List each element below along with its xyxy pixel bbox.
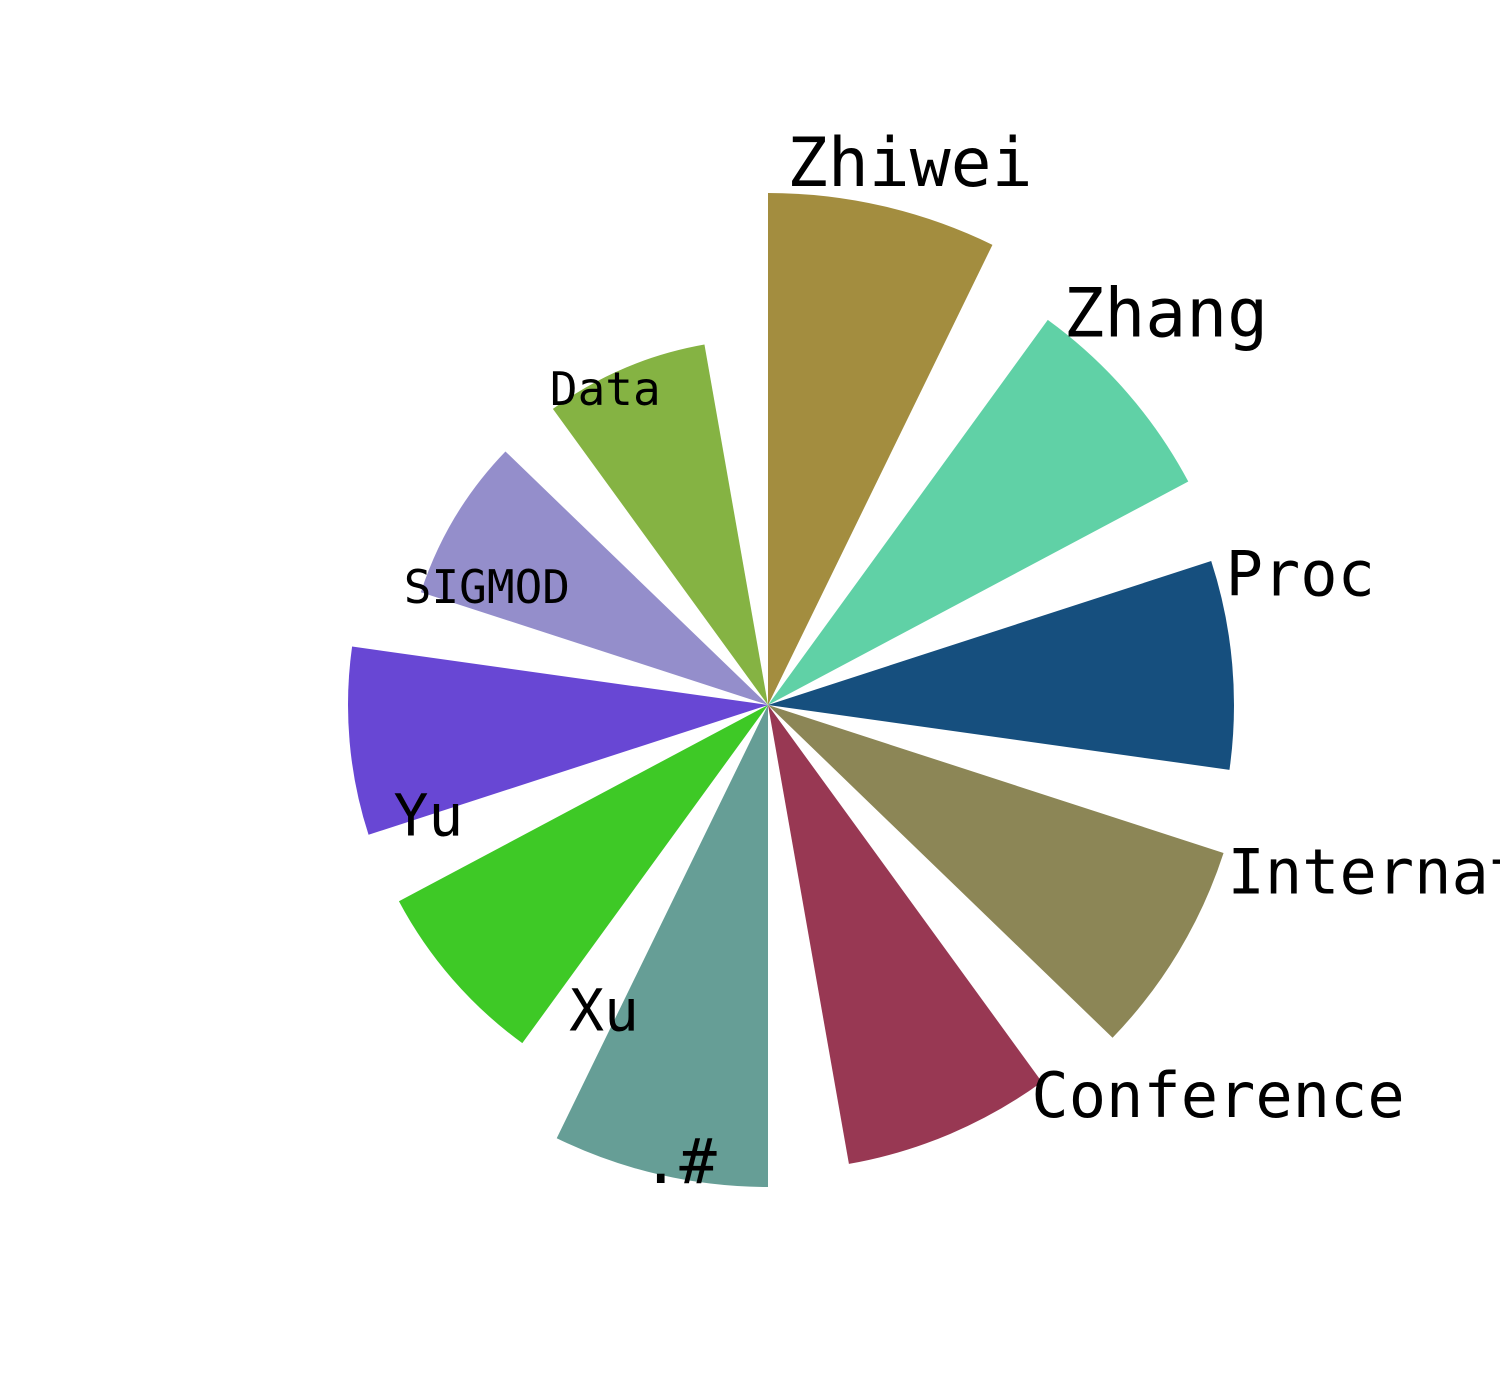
bar-xu [398,705,768,1044]
label-dot-hash: .# [642,1125,717,1198]
bar-data [552,344,768,705]
label-zhang: Zhang [1063,275,1268,354]
bar-sigmod [420,451,768,705]
labels-group: Zhiwei Zhang Proc Internatio Conference .# Xu Y… [394,124,1500,1198]
bar-internatio [768,705,1224,1038]
label-yu: Yu [394,781,464,849]
label-sigmod: SIGMOD [404,560,570,614]
bar-zhiwei [768,193,993,705]
bar-zhang [768,319,1189,705]
label-conference: Conference [1031,1059,1404,1132]
label-zhiwei: Zhiwei [787,124,1033,203]
bars-group [348,193,1234,1187]
bar-dot-hash [556,705,768,1187]
bar-yu [348,646,768,835]
bar-conference [768,705,1042,1164]
bar-proc [768,561,1234,770]
label-internatio: Internatio [1228,836,1500,909]
label-xu: Xu [569,977,639,1045]
label-data: Data [550,362,661,416]
label-proc: Proc [1226,537,1375,610]
